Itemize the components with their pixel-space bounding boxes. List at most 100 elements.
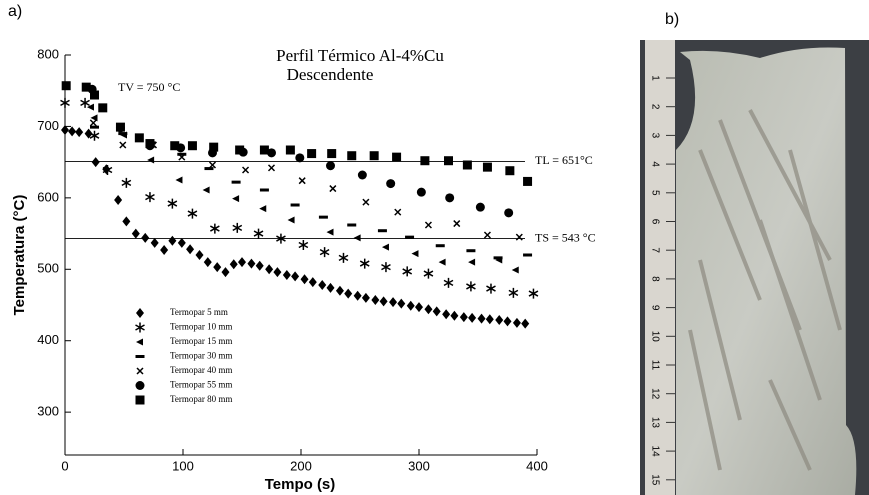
ruler-label: 13 [649,417,660,429]
legend-marker [135,355,145,358]
data-point [361,292,370,303]
data-point [381,243,389,251]
data-point [187,141,197,151]
data-point [450,310,459,321]
data-point [493,256,503,260]
data-point [232,195,240,203]
legend-label: Termopar 10 mm [170,322,232,332]
data-point [468,312,477,323]
data-point [402,266,413,277]
y-axis-label: Temperatura (°C) [11,195,28,316]
data-point [61,125,69,135]
data-point [327,149,337,159]
ruler-label: 6 [649,219,660,225]
data-point [150,237,159,248]
data-point [287,216,295,224]
x-tick-label: 0 [61,458,68,473]
data-point [255,260,264,271]
ruler-label: 7 [649,247,660,253]
data-point [273,267,282,278]
data-point [291,271,300,282]
data-point [415,302,423,313]
data-point [416,187,426,197]
data-point [444,156,453,166]
data-point [80,97,90,108]
data-point [131,228,140,239]
ruler-label: 5 [649,190,660,196]
legend-label: Termopar 5 mm [170,307,228,317]
data-point [435,244,445,248]
data-point [344,288,353,299]
grain-streaks [688,109,842,471]
data-point [326,161,335,171]
data-point [177,237,186,248]
data-point [521,318,530,329]
data-point [362,198,370,206]
y-tick-label: 400 [37,332,59,347]
legend-label: Termopar 40 mm [170,365,232,375]
reference-label: TS = 543 °C [535,230,596,244]
data-point [335,285,344,296]
data-point [453,220,461,228]
legend-label: Termopar 55 mm [170,380,232,390]
specimen [676,47,857,495]
data-point [209,223,220,234]
legend-marker [136,308,144,318]
data-point [175,176,183,184]
data-point [394,208,402,216]
data-point [290,203,300,207]
data-point [424,221,432,229]
data-point [121,177,132,188]
data-point [353,290,362,301]
data-point [329,185,337,193]
legend-marker [135,381,145,390]
annotation: TV = 750 °C [118,80,180,94]
ruler-label: 2 [649,104,660,110]
x-axis-label: Tempo (s) [265,476,336,493]
data-point [482,162,492,172]
legend-label: Termopar 30 mm [170,351,232,361]
ruler-label: 4 [649,161,660,167]
data-point [424,304,433,315]
data-point [466,249,476,253]
y-tick-label: 700 [37,118,59,133]
data-point [326,228,334,236]
ruler-label: 3 [649,133,660,139]
data-point [235,145,245,155]
data-point [202,186,210,194]
data-point [253,228,264,239]
data-point [377,229,387,233]
data-point [122,216,131,227]
data-point [267,164,276,172]
data-point [89,119,97,127]
reference-label: TL = 651°C [535,153,593,167]
data-point [326,282,335,293]
x-tick-label: 300 [408,458,430,473]
data-point [353,234,361,242]
data-point [204,167,214,171]
data-point [443,277,454,288]
y-tick-label: 800 [37,46,59,61]
data-point [389,297,398,308]
data-point [477,313,486,324]
data-point [338,252,349,263]
data-point [508,287,519,298]
data-point [475,202,485,212]
data-point [187,208,198,219]
legend-marker [135,395,145,405]
data-point [145,192,155,203]
data-point [300,274,309,285]
data-point [115,122,125,132]
data-point [259,188,269,192]
x-tick-label: 200 [290,458,312,473]
data-point [397,298,406,309]
ruler-label: 11 [649,360,660,371]
data-point [167,198,178,209]
data-point [81,82,91,92]
data-point [141,232,150,243]
y-tick-label: 500 [37,261,59,276]
data-point [90,90,99,100]
data-point [307,149,317,159]
data-point [486,283,496,294]
